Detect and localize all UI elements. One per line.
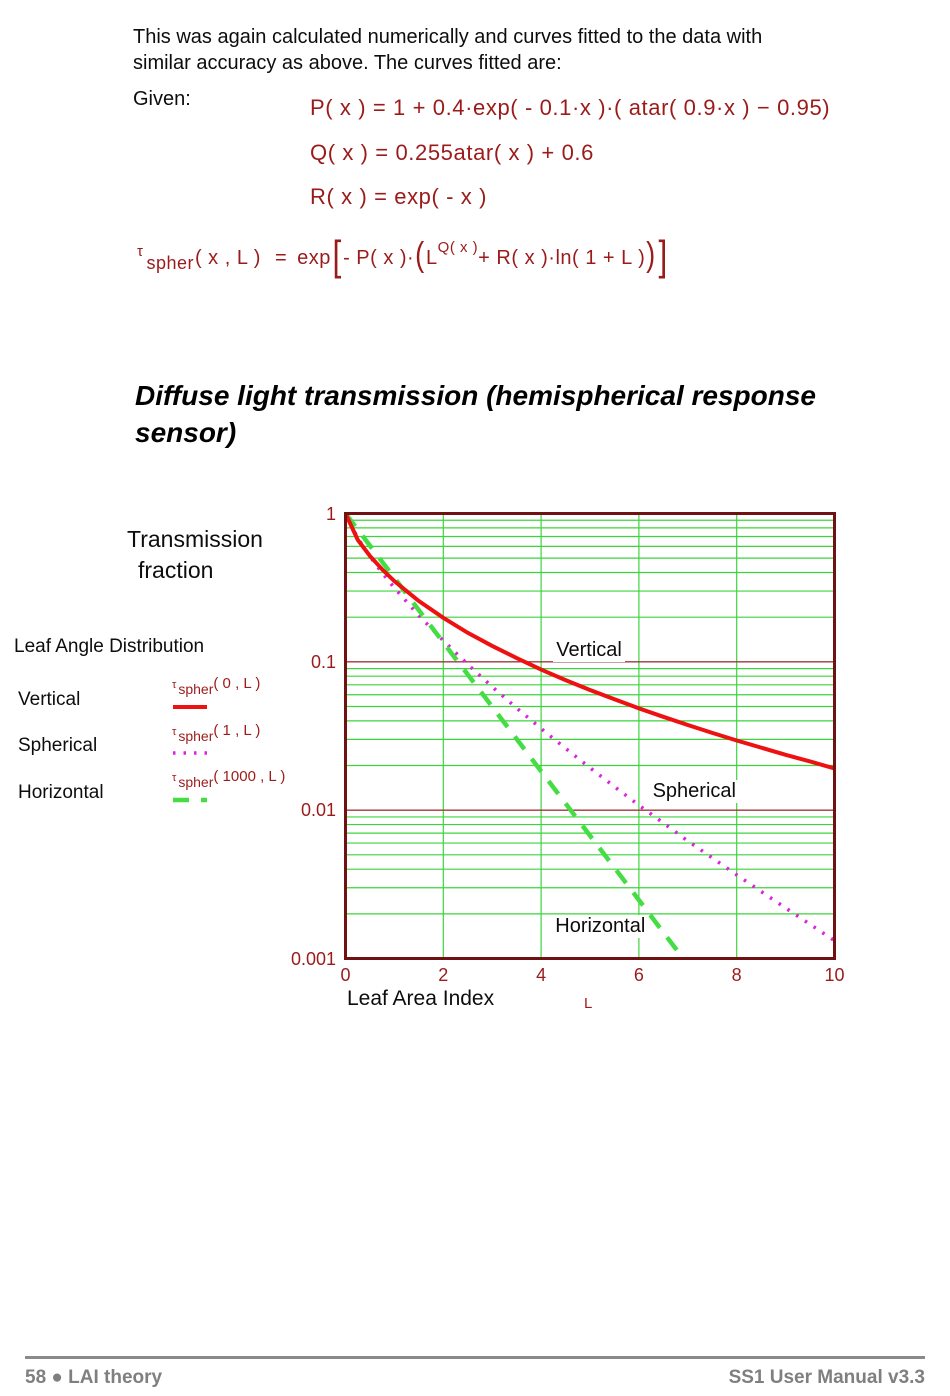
x-tick-label: 10 <box>824 965 845 985</box>
section-title: Diffuse light transmission (hemispherica… <box>135 377 816 451</box>
chart-annotation-vertical: Vertical <box>553 638 625 662</box>
tau-exp: exp <box>297 246 331 269</box>
tau-term1: - P( x )· <box>343 246 415 269</box>
series-spherical-curve <box>345 513 835 943</box>
tau-equals: = <box>274 246 288 269</box>
legend-tau-subscript: spher <box>178 728 214 744</box>
series-vertical-curve <box>345 513 835 771</box>
legend-formula-vertical: τ spher( 0 , L ) <box>172 675 260 697</box>
given-label: Given: <box>133 88 191 110</box>
legend-title: Leaf Angle Distribution <box>14 636 205 657</box>
y-tick-label: 1 <box>325 503 336 524</box>
formula-p: P( x ) = 1 + 0.4·exp( - 0.1·x )·( atar( … <box>310 95 831 120</box>
x-tick-label: 0 <box>340 965 351 985</box>
tau-args: ( x , L ) <box>194 246 261 269</box>
legend-tau-subscript: spher <box>178 681 214 697</box>
section-title-line-2: sensor) <box>135 417 237 448</box>
tau-close-paren: ) <box>646 235 656 274</box>
tau-close-bracket: ] <box>658 232 668 279</box>
footer-page-label: 58 ● LAI theory <box>25 1367 163 1388</box>
legend-tau-args: ( 0 , L ) <box>213 675 261 692</box>
tau-symbol: τ <box>137 242 144 260</box>
legend-tau-symbol: τ <box>172 772 177 784</box>
y-axis-title-line-2: fraction <box>138 557 214 583</box>
legend-label-spherical: Spherical <box>18 735 98 756</box>
tau-open-paren: ( <box>415 235 425 274</box>
legend-line-sample-vertical <box>173 705 207 709</box>
x-tick-label: 2 <box>438 965 449 985</box>
tau-open-bracket: [ <box>332 232 342 279</box>
x-axis-variable: L <box>584 995 593 1012</box>
legend-label-vertical: Vertical <box>18 689 81 710</box>
intro-line-2: similar accuracy as above. The curves fi… <box>133 52 562 74</box>
section-title-line-1: Diffuse light transmission (hemispherica… <box>135 380 816 411</box>
y-axis-title: Transmission fraction <box>127 524 263 586</box>
tau-term2: + R( x )·ln( 1 + L ) <box>478 246 646 269</box>
x-tick-label: 6 <box>633 965 644 985</box>
chart-annotation-spherical: Spherical <box>649 780 739 804</box>
legend-label-horizontal: Horizontal <box>18 782 104 803</box>
footer-manual-label: SS1 User Manual v3.3 <box>728 1367 925 1388</box>
tau-subscript: spher <box>146 252 194 273</box>
intro-paragraph: This was again calculated numerically an… <box>133 24 762 76</box>
x-axis-title: Leaf Area Index <box>347 987 495 1010</box>
y-tick-label: 0.001 <box>290 948 336 969</box>
legend-tau-subscript: spher <box>178 774 214 790</box>
legend-formula-spherical: τ spher( 1 , L ) <box>172 722 260 744</box>
x-tick-label: 8 <box>731 965 742 985</box>
formula-q: Q( x ) = 0.255atar( x ) + 0.6 <box>310 140 594 165</box>
y-tick-label: 0.01 <box>300 800 336 821</box>
chart-annotation-horizontal: Horizontal <box>552 914 649 938</box>
transmission-chart <box>344 512 836 960</box>
intro-line-1: This was again calculated numerically an… <box>133 26 763 48</box>
legend-tau-args: ( 1 , L ) <box>213 722 261 739</box>
legend-line-sample-horizontal <box>173 797 207 803</box>
tau-base-l: L <box>426 246 438 269</box>
y-tick-label: 0.1 <box>310 651 336 672</box>
legend-tau-symbol: τ <box>172 726 177 738</box>
footer-rule <box>25 1356 925 1359</box>
legend-formula-horizontal: τ spher( 1000 , L ) <box>172 768 285 790</box>
series-horizontal-curve <box>345 513 687 959</box>
formula-r: R( x ) = exp( - x ) <box>310 184 488 209</box>
chart-frame <box>344 512 836 960</box>
tau-superscript: Q( x ) <box>437 238 479 256</box>
legend-tau-symbol: τ <box>172 679 177 691</box>
legend-tau-args: ( 1000 , L ) <box>213 768 286 785</box>
formula-tau-spher: τ spher ( x , L ) = exp [ - P( x )· ( L … <box>137 232 669 282</box>
y-axis-title-line-1: Transmission <box>127 526 263 552</box>
legend-line-sample-spherical <box>173 751 207 755</box>
x-tick-label: 4 <box>536 965 547 985</box>
